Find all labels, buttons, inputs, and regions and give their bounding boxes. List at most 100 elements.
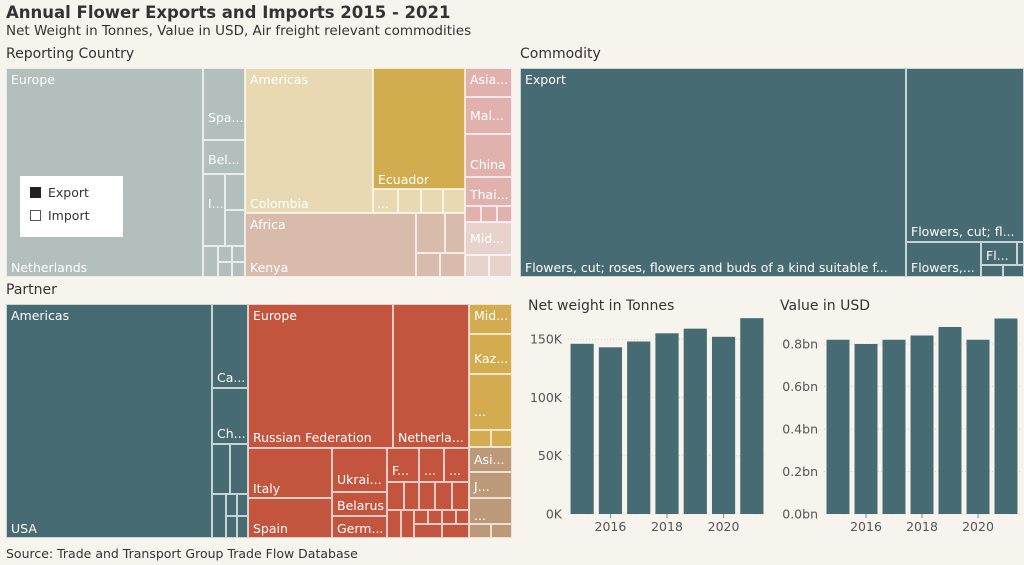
tile-flowers[interactable]: Flowers,... (906, 242, 981, 277)
tile-malaysia[interactable]: Mal... (465, 97, 512, 134)
bar-2015[interactable] (570, 343, 594, 514)
tile-americas-small[interactable] (443, 189, 465, 213)
tile-europe-small[interactable] (419, 482, 435, 510)
tile-asia[interactable]: Asi... (469, 447, 512, 472)
bar-2016[interactable] (854, 344, 878, 514)
tile-italy[interactable]: I... (203, 174, 225, 246)
tile-belgium[interactable]: Bel... (203, 140, 245, 174)
tile-europe-small[interactable] (203, 246, 218, 277)
tile-europe-small[interactable] (414, 510, 428, 524)
tile-europe-small[interactable] (428, 510, 442, 524)
bar-2019[interactable] (938, 327, 962, 514)
tile-fl[interactable]: Fl... (981, 242, 1017, 265)
bar-2020[interactable] (966, 339, 990, 514)
tile-chile[interactable]: Ch... (212, 388, 248, 444)
bar-2018[interactable] (910, 335, 934, 515)
tile-ukraine[interactable]: Ukrai... (332, 448, 387, 492)
tile-roses[interactable]: Export Flowers, cut; roses, flowers and … (520, 68, 906, 277)
tile-europe-small[interactable] (401, 510, 414, 538)
tile-belarus[interactable]: Belarus (332, 492, 387, 516)
label-germany: Germ... (337, 521, 384, 536)
tile-kazakhstan[interactable]: Kaz... (469, 334, 512, 374)
tile-americas-small[interactable] (226, 516, 237, 538)
tile-russia[interactable]: Europe Russian Federation (248, 304, 393, 448)
bar-2018[interactable] (655, 333, 679, 514)
tile-americas-small[interactable] (421, 189, 443, 213)
tile-europe-small[interactable] (387, 510, 401, 538)
tile-europe-small[interactable] (225, 174, 245, 210)
tile-canada[interactable]: Ca... (212, 304, 248, 388)
tile-americas-small[interactable] (230, 444, 248, 494)
tile-thailand[interactable]: Thai... (465, 177, 512, 206)
tile-japan[interactable]: J... (469, 472, 512, 498)
tile-netherlands[interactable]: Europe Netherlands (6, 68, 203, 277)
tile-mid-small[interactable] (465, 255, 489, 277)
tile-europe-small[interactable] (404, 482, 419, 510)
tile-netherlands[interactable]: Netherla... (393, 304, 469, 448)
label-i: I... (208, 196, 224, 211)
bar-2021[interactable] (740, 318, 764, 514)
tile-europe-small[interactable] (232, 246, 245, 262)
bar-2020[interactable] (711, 336, 736, 514)
tile-americas-small[interactable] (398, 189, 421, 213)
legend-item-import[interactable]: Import (30, 208, 90, 223)
tile-colombia[interactable]: Americas Colombia (245, 68, 373, 213)
tile-mid-small[interactable] (489, 255, 512, 277)
tile-italy[interactable]: Italy (248, 448, 332, 498)
tile-americas-small[interactable] (237, 494, 248, 516)
bar-2016[interactable] (598, 347, 623, 514)
tile-ecuador[interactable]: Ecuador (373, 68, 465, 189)
bar-2021[interactable] (994, 318, 1018, 515)
tile-china[interactable]: China (465, 134, 512, 177)
bar-2017[interactable] (627, 341, 651, 514)
tile-europe-small[interactable] (218, 262, 232, 277)
tile-commodity-small[interactable] (1017, 242, 1024, 265)
tile-asia-small[interactable] (465, 206, 481, 222)
tile-europe-small[interactable]: ... (419, 448, 444, 482)
tile-europe-small[interactable] (225, 210, 245, 246)
tile-europe-small[interactable] (442, 510, 456, 524)
tile-mid-small[interactable] (491, 430, 512, 447)
tile-asia-small[interactable] (481, 206, 497, 222)
tile-asia-small[interactable] (469, 524, 491, 538)
tile-usa[interactable]: Americas USA (6, 304, 212, 538)
tile-europe-small[interactable] (435, 482, 452, 510)
tile-americas-small[interactable] (212, 444, 230, 494)
legend-item-export[interactable]: Export (30, 185, 89, 200)
tile-africa-small[interactable] (416, 253, 440, 277)
tile-europe-small[interactable] (232, 262, 245, 277)
tile-asia-small[interactable] (491, 524, 512, 538)
tile-flowers-cut[interactable]: Flowers, cut; fl... (906, 68, 1024, 242)
tile-europe-small[interactable] (414, 524, 442, 538)
tile-spain[interactable]: Spain (248, 498, 332, 538)
tile-mid-small[interactable]: ... (469, 374, 512, 430)
tile-americas-small[interactable] (237, 516, 248, 538)
tile-europe-small[interactable] (442, 524, 469, 538)
tile-europe-small[interactable] (387, 482, 404, 510)
bar-2019[interactable] (683, 328, 707, 514)
tile-asia-small[interactable] (497, 206, 512, 222)
tile-europe-small[interactable]: ... (444, 448, 469, 482)
tile-africa-small[interactable] (416, 213, 445, 253)
tile-middle-east[interactable]: Mid... (469, 304, 512, 334)
tile-europe-small[interactable] (456, 510, 469, 524)
tile-asia-top[interactable]: Asia... (465, 68, 512, 97)
bar-2015[interactable] (826, 339, 850, 514)
tile-spain[interactable]: Spa... (203, 68, 245, 140)
tile-europe-small[interactable] (218, 246, 232, 262)
tile-asia-small[interactable]: ... (469, 498, 512, 524)
tile-mid-small[interactable] (469, 430, 491, 447)
tile-americas-small[interactable] (212, 494, 226, 538)
tile-americas-small[interactable] (226, 494, 237, 516)
tile-commodity-small[interactable] (981, 265, 1003, 277)
tile-africa-small[interactable] (440, 253, 465, 277)
bar-2017[interactable] (882, 339, 906, 514)
tile-middle-east[interactable]: Mid... (465, 222, 512, 255)
tile-kenya[interactable]: Africa Kenya (245, 213, 416, 277)
tile-americas-small[interactable]: ... (373, 189, 398, 213)
tile-europe-small[interactable] (452, 482, 469, 510)
tile-commodity-small[interactable] (1003, 265, 1024, 277)
tile-france[interactable]: F... (387, 448, 419, 482)
tile-germany[interactable]: Germ... (332, 516, 387, 538)
tile-africa-small[interactable] (445, 213, 465, 253)
